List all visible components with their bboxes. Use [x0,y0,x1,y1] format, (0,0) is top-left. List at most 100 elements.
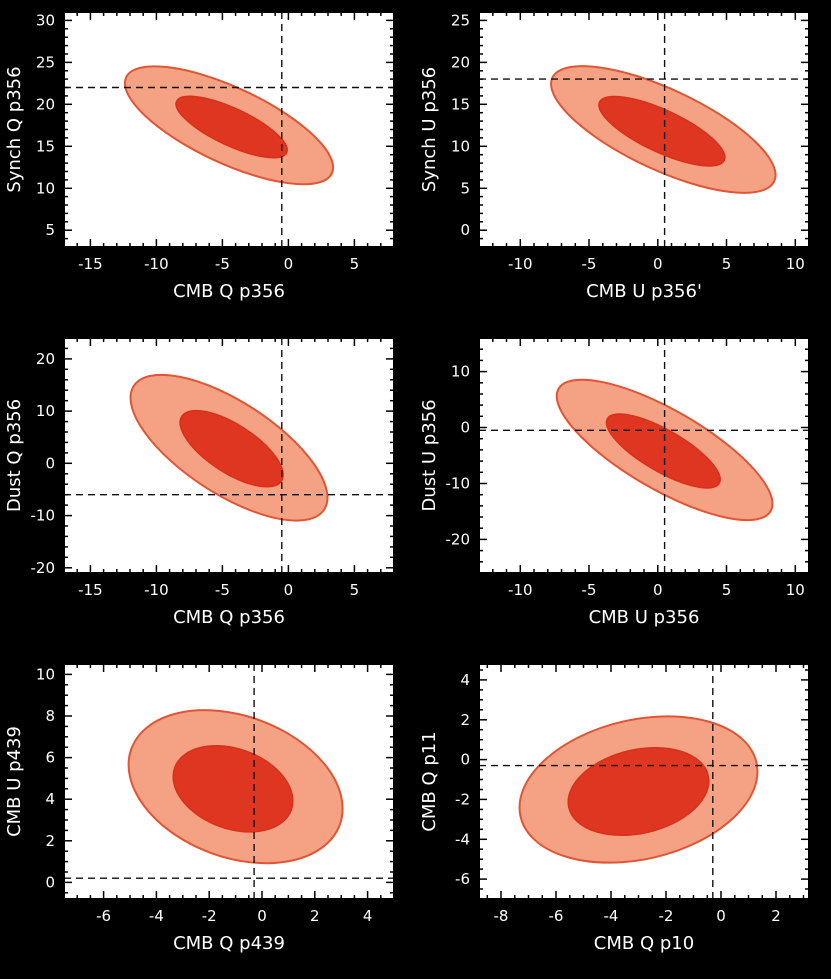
panel-cell-cmb-q-p11: -8 -6 -4 -2 0 2 -6 -4 -2 0 2 4 CMB Q p10 CMB Q p11 [415,652,831,978]
y-tick-label: 10 [451,137,470,155]
confidence-contours [518,715,759,864]
x-tick-label: 2 [310,907,320,925]
x-axis-label: CMB Q p356 [173,607,285,628]
y-tick-label: 15 [36,137,55,155]
x-tick-label: 0 [653,581,663,599]
plot-frame [63,11,395,248]
y-tick-label: 0 [460,221,470,239]
y-axis-label: CMB U p439 [4,726,25,837]
x-tick-label: 0 [257,907,267,925]
panel-cmb-u-p439-vs-cmb-q-p439: -6 -4 -2 0 2 4 0 2 4 6 8 10 CMB Q p439 CMB U p439 [4,663,395,954]
y-tick-label: 5 [45,221,55,239]
tick-labels: -6 -4 -2 0 2 4 0 2 4 6 8 10 [36,665,372,925]
x-tick-label: -5 [582,581,597,599]
x-tick-label: -5 [215,581,230,599]
tick-labels: -15 -10 -5 0 5 -20 -10 0 10 20 [31,350,360,599]
panel-cell-dust-q-p356: -15 -10 -5 0 5 -20 -10 0 10 20 CMB Q p356 Dust Q p3… [0,326,415,652]
x-tick-label: 10 [786,255,805,273]
panel-synch-q-p356-vs-cmb-q-p356: -15 -10 -5 0 5 5 10 15 20 25 30 CMB Q p356 Synch Q p… [4,11,395,302]
y-tick-label: 30 [36,11,55,29]
x-tick-label: -4 [149,907,164,925]
x-tick-label: -2 [659,907,674,925]
confidence-contours [129,373,329,522]
x-tick-label: -8 [494,907,509,925]
y-tick-label: -10 [31,507,56,525]
x-tick-label: 0 [716,907,726,925]
crosshair [64,338,394,573]
y-tick-label: 10 [451,363,470,381]
y-tick-label: -10 [446,475,471,493]
x-tick-label: 5 [722,255,732,273]
y-tick-label: 4 [45,790,55,808]
y-tick-label: 10 [36,402,55,420]
tick-labels: -10 -5 0 5 10 0 5 10 15 20 25 [451,11,805,273]
y-tick-label: 10 [36,179,55,197]
x-tick-label: -5 [582,255,597,273]
y-tick-label: 10 [36,665,55,683]
y-tick-label: 8 [45,707,55,725]
y-tick-label: -4 [455,830,470,848]
y-tick-label: -20 [446,530,471,548]
y-tick-label: -20 [31,559,56,577]
plot-frame [478,337,810,574]
x-tick-label: -10 [508,581,533,599]
x-tick-label: -6 [96,907,111,925]
y-axis-label: Dust U p356 [419,399,440,511]
x-tick-label: -15 [78,581,103,599]
y-axis-label: Synch U p356 [419,67,440,192]
x-tick-label: -15 [78,255,103,273]
y-tick-label: 4 [460,671,470,689]
crosshair [479,664,809,899]
y-tick-label: 0 [460,419,470,437]
x-axis-label: CMB Q p356 [173,281,285,302]
x-axis-label: CMB U p356 [589,607,700,628]
panel-dust-u-p356-vs-cmb-u-p356: -10 -5 0 5 10 -20 -10 0 10 CMB U p356 Dust U p356 [419,337,810,628]
panel-cell-dust-u-p356: -10 -5 0 5 10 -20 -10 0 10 CMB U p356 Dust U p356 [415,326,831,652]
x-tick-label: 10 [786,581,805,599]
y-tick-label: 20 [36,95,55,113]
x-tick-label: -10 [144,255,169,273]
y-tick-label: 2 [460,711,470,729]
y-tick-label: 0 [45,873,55,891]
crosshair [64,664,394,899]
x-tick-label: 0 [284,581,294,599]
x-axis-label: CMB Q p439 [173,933,285,954]
tick-labels: -8 -6 -4 -2 0 2 -6 -4 -2 0 2 4 [455,671,781,925]
x-tick-label: 0 [653,255,663,273]
y-axis-label: Synch Q p356 [4,66,25,192]
panel-cmb-q-p11-vs-cmb-q-p10: -8 -6 -4 -2 0 2 -6 -4 -2 0 2 4 CMB Q p10 CMB Q p11 [419,663,810,954]
y-tick-label: 20 [36,350,55,368]
inner-contour [605,413,721,489]
y-tick-label: 2 [45,832,55,850]
tick-labels: -10 -5 0 5 10 -20 -10 0 10 [446,363,805,599]
y-tick-label: -6 [455,870,470,888]
tick-labels: -15 -10 -5 0 5 5 10 15 20 25 30 [36,11,359,273]
plot-frame [63,337,395,574]
x-tick-label: -10 [144,581,169,599]
x-tick-label: -10 [508,255,533,273]
inner-contour [172,744,294,833]
panel-cell-synch-u-p356: -10 -5 0 5 10 0 5 10 15 20 25 CMB U p356' Synch U p3… [415,0,831,326]
y-tick-label: -2 [455,790,470,808]
plot-frame [478,663,810,900]
inner-contour [179,409,284,488]
y-tick-label: 20 [451,53,470,71]
plot-frame [63,663,395,900]
y-tick-label: 5 [460,179,470,197]
confidence-contours [123,65,335,186]
panel-cell-cmb-u-p439: -6 -4 -2 0 2 4 0 2 4 6 8 10 CMB Q p439 CMB U p439 [0,652,415,978]
y-tick-label: 0 [460,751,470,769]
y-tick-label: 15 [451,95,470,113]
crosshair [479,338,809,573]
x-tick-label: 4 [363,907,373,925]
x-tick-label: 5 [350,255,360,273]
inner-contour [567,746,710,837]
y-axis-label: Dust Q p356 [4,399,25,512]
inner-contour [175,95,288,159]
y-tick-label: 6 [45,749,55,767]
x-tick-label: 2 [771,907,781,925]
panel-cell-synch-q-p356: -15 -10 -5 0 5 5 10 15 20 25 30 CMB Q p356 Synch Q p… [0,0,415,326]
crosshair [64,12,394,247]
x-tick-label: 5 [722,581,732,599]
